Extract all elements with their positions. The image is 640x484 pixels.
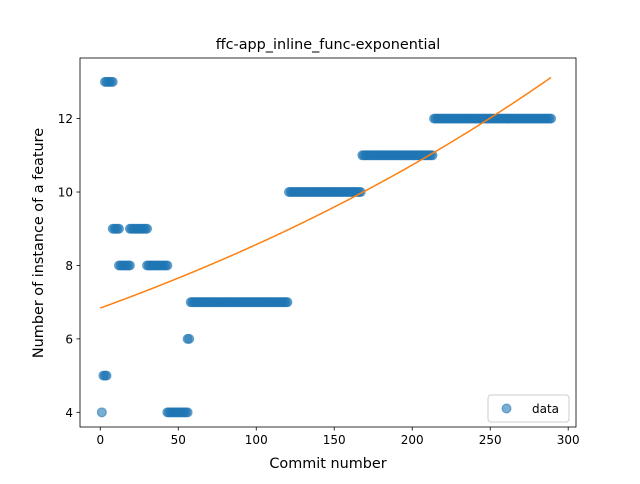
legend: data (487, 394, 570, 423)
data-point (282, 297, 293, 308)
y-tick-label: 6 (65, 332, 73, 346)
y-tick-label: 4 (65, 406, 73, 420)
data-point (107, 76, 118, 87)
data-point (184, 333, 195, 344)
data-point (101, 370, 112, 381)
legend-box (487, 394, 570, 423)
x-tick-label: 300 (557, 433, 580, 447)
x-tick-label: 150 (323, 433, 346, 447)
data-points (96, 76, 557, 418)
plot-frame (79, 57, 577, 428)
data-point (142, 223, 153, 234)
fit-line (100, 76, 552, 309)
y-tick-label: 10 (58, 186, 73, 200)
y-tick-label: 8 (65, 259, 73, 273)
data-point (113, 223, 124, 234)
legend-marker (501, 403, 512, 414)
data-point (96, 407, 107, 418)
x-tick-label: 250 (479, 433, 502, 447)
x-tick-label: 200 (401, 433, 424, 447)
x-tick-label: 0 (96, 433, 104, 447)
chart-title: ffc-app_inline_func-exponential (216, 37, 441, 53)
axis-ticks: 0 50 100 150 200 250 300 4 6 8 10 12 (58, 112, 580, 447)
y-axis-label: Number of instance of a feature (31, 128, 47, 358)
exponential-fit-curve (100, 76, 552, 309)
x-axis-label: Commit number (269, 456, 386, 472)
data-point (124, 260, 135, 271)
data-point (182, 407, 193, 418)
legend-label-data: data (532, 402, 559, 416)
x-tick-label: 100 (245, 433, 268, 447)
data-point (546, 113, 557, 124)
data-point (162, 260, 173, 271)
x-tick-label: 50 (171, 433, 186, 447)
y-tick-label: 12 (58, 112, 73, 126)
